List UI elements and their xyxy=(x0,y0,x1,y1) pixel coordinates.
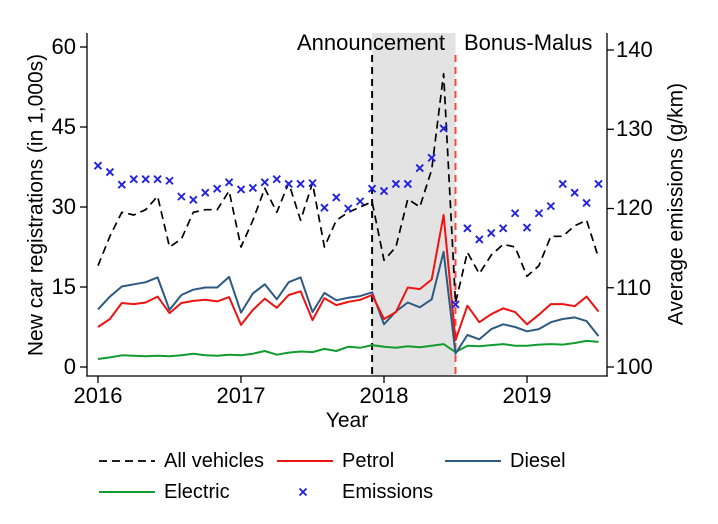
right-tick-110: 110 xyxy=(616,275,652,300)
right-tick-120: 120 xyxy=(616,195,653,220)
series-diesel xyxy=(97,250,600,355)
series-emissions-markers xyxy=(93,124,603,309)
x-tick-2019: 2019 xyxy=(502,383,552,408)
left-tick-45: 45 xyxy=(51,114,76,139)
x-marker-icon xyxy=(298,487,308,497)
right-axis-title: Average emissions (g/km) xyxy=(664,82,688,326)
left-tick-60: 60 xyxy=(51,34,76,59)
x-tick-2018: 2018 xyxy=(359,383,409,408)
legend-label-electric: Electric xyxy=(164,481,230,503)
right-tick-100: 100 xyxy=(616,354,653,379)
legend-label-diesel: Diesel xyxy=(510,450,566,472)
right-tick-140: 140 xyxy=(616,37,653,62)
legend-label-petrol: Petrol xyxy=(342,450,395,472)
series-electric xyxy=(97,339,599,360)
x-tick-2017: 2017 xyxy=(216,383,266,408)
dashed-line-icon xyxy=(99,460,155,462)
green-line-icon xyxy=(99,491,155,493)
left-tick-30: 30 xyxy=(51,194,76,219)
legend-item-electric: Electric xyxy=(98,481,230,503)
legend-label-emissions: Emissions xyxy=(342,481,434,503)
series-all-vehicles xyxy=(97,72,600,304)
red-line-icon xyxy=(277,460,333,462)
legend-item-diesel: Diesel xyxy=(444,450,566,472)
legend-item-petrol: Petrol xyxy=(276,450,394,472)
navy-line-icon xyxy=(445,460,501,462)
bonus-malus-label: Bonus-Malus xyxy=(464,30,593,55)
x-axis-title: Year xyxy=(325,409,369,432)
left-tick-15: 15 xyxy=(51,274,76,299)
plot-canvas xyxy=(80,33,614,383)
legend-label-all-vehicles: All vehicles xyxy=(164,450,265,472)
x-tick-2016: 2016 xyxy=(73,383,123,408)
legend-item-emissions: Emissions xyxy=(276,481,433,503)
series-petrol xyxy=(97,214,600,342)
right-tick-130: 130 xyxy=(616,116,653,141)
announcement-label: Announcement xyxy=(297,30,445,55)
legend-item-all-vehicles: All vehicles xyxy=(98,450,264,472)
left-tick-0: 0 xyxy=(63,354,76,379)
